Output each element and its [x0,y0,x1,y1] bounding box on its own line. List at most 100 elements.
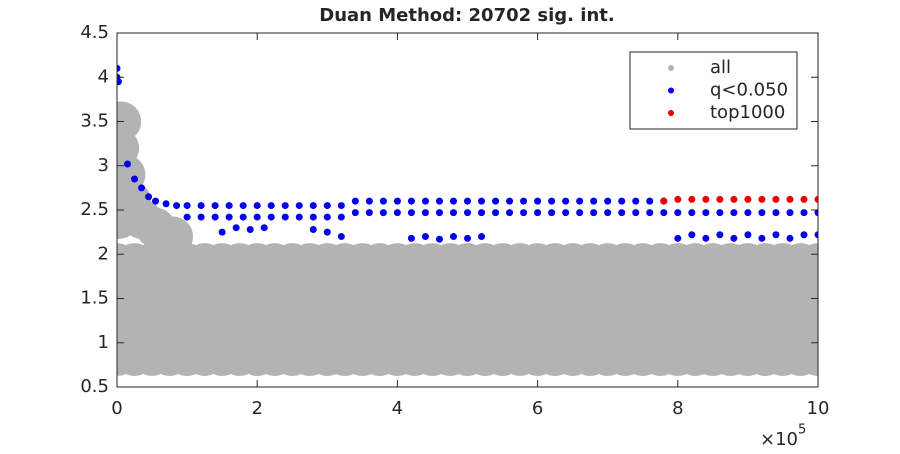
point [506,197,514,205]
point [152,197,160,205]
point [421,197,429,205]
point [688,209,696,217]
point [674,195,682,203]
point [309,225,317,233]
point [393,209,401,217]
point [449,209,457,217]
point [281,213,289,221]
y-tick-label: 1.5 [80,288,109,309]
point [798,336,818,377]
point [798,274,818,315]
point [660,197,668,205]
point [604,209,612,217]
point [435,209,443,217]
point [814,195,818,203]
point [464,209,471,217]
point [730,209,738,217]
point [337,213,345,221]
point [688,231,696,239]
point [618,197,626,205]
point [295,202,303,210]
y-tick-label: 0.5 [80,376,109,397]
point [117,101,142,142]
point [478,233,486,241]
point [173,202,181,210]
point [660,209,668,217]
point [309,202,317,210]
point [351,197,359,205]
point [211,213,219,221]
point [590,197,598,205]
point [730,234,738,242]
point [506,209,514,217]
y-tick-label: 2 [98,243,109,264]
y-tick-label: 2.5 [80,199,109,220]
x-tick-label: 6 [532,398,543,419]
point [138,184,146,192]
x-tick-label: 8 [672,398,683,419]
point [162,200,170,208]
point [337,202,345,210]
point [124,160,132,168]
point [435,197,443,205]
point [798,243,818,284]
chart-title: Duan Method: 20702 sig. int. [319,5,614,26]
point [323,213,331,221]
point [218,228,226,236]
point [688,195,696,203]
point [674,209,682,217]
point [478,197,486,205]
point [379,209,387,217]
point [800,231,808,239]
x-tick-label: 2 [251,398,262,419]
point [351,209,359,217]
point [786,209,794,217]
point [323,202,331,210]
point [786,234,794,242]
point [246,225,254,233]
point [117,78,122,86]
point [744,209,752,217]
point [534,209,542,217]
point [744,231,752,239]
point [145,193,153,201]
point [464,234,471,242]
point [548,209,556,217]
x-multiplier: ×10 [760,429,798,450]
point [772,231,780,239]
point [590,209,598,217]
y-tick-label: 3.5 [80,111,109,132]
point [632,197,640,205]
point [197,213,205,221]
point [674,234,682,242]
legend-marker [668,65,674,71]
point [478,209,486,217]
point [183,202,191,210]
point [225,202,233,210]
point [562,209,570,217]
point [702,234,710,242]
point [239,202,247,210]
point [744,195,752,203]
y-tick-label: 4 [98,66,109,87]
point [534,197,542,205]
y-tick-label: 1 [98,332,109,353]
point [702,209,710,217]
point [730,195,738,203]
point [365,197,373,205]
point [492,197,500,205]
point [260,224,268,232]
point [281,202,289,210]
point [646,197,654,205]
point [618,209,626,217]
point [239,213,247,221]
point [604,197,612,205]
point [421,209,429,217]
x-tick-label: 10 [807,398,830,419]
point [576,209,584,217]
point [814,209,818,217]
point [562,197,570,205]
point [576,197,584,205]
point [464,197,471,205]
